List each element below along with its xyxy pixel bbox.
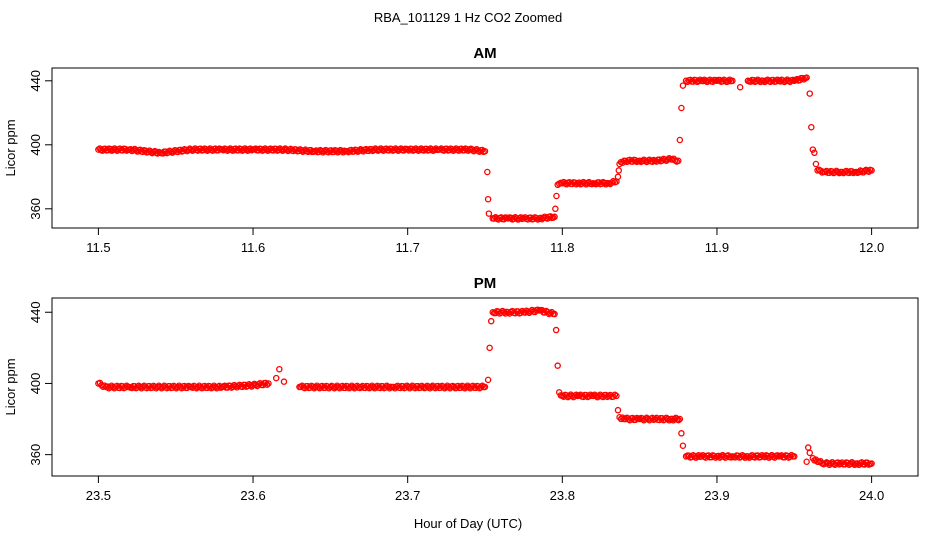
am-data-point [614,173,622,181]
am-x-tick-label: 11.5 [86,240,110,255]
am-x-tick-label: 11.8 [550,240,574,255]
am-data-point [552,205,559,213]
pm-data-point [477,384,485,391]
pm-data-point [276,365,283,373]
am-data-point [615,167,623,174]
am-y-tick-label: 400 [28,134,43,156]
am-data-point [806,90,814,97]
pm-x-tick-label: 23.8 [550,488,575,503]
am-data-point [811,149,818,157]
pm-plot-frame [51,297,919,477]
am-data-point [868,167,875,174]
pm-data-point [280,378,288,385]
pm-data-point [740,453,747,460]
am-data-point [632,156,639,164]
am-data-point [601,179,608,187]
am-data-point [695,77,702,85]
pm-data-point [675,416,682,424]
pm-data-point [486,344,493,352]
am-data-points [95,74,875,223]
am-data-point [675,157,682,165]
pm-data-point [551,310,558,318]
pm-data-point [552,326,560,334]
pm-y-tick-label: 360 [28,444,43,466]
pm-data-point [265,380,272,387]
am-x-tick-label: 11.9 [705,240,729,255]
pm-data-point [678,430,685,437]
am-x-tick-label: 12.0 [859,240,884,255]
pm-data-point [676,415,684,423]
pm-data-point [804,444,812,451]
am-y-axis-label: Licor ppm [3,119,18,176]
am-x-tick-label: 11.7 [396,240,420,255]
am-data-point [551,213,558,221]
pm-x-tick-label: 23.5 [86,488,111,503]
am-data-point [803,74,810,81]
am-data-point [571,179,579,186]
pm-data-point [806,449,814,457]
am-data-point [812,160,820,168]
am-data-point [485,210,493,217]
x-axis-label: Hour of Day (UTC) [414,516,522,531]
am-data-point [481,147,489,155]
pm-data-point [263,381,271,388]
am-data-point [809,146,817,153]
pm-data-point [484,376,492,384]
am-data-point [755,77,763,84]
pm-data-point [585,393,593,400]
pm-data-point [527,308,534,315]
am-data-point [729,77,736,85]
am-data-point [664,156,672,163]
am-data-point [679,82,687,89]
pm-data-point [614,406,622,414]
pm-x-tick-label: 24.0 [859,488,884,503]
pm-data-point [272,374,280,382]
pm-data-point [487,317,495,325]
am-panel-title: AM [473,45,496,62]
am-data-point [736,83,744,91]
pm-data-point [617,415,625,423]
am-data-point [808,123,815,131]
am-plot-frame [51,67,919,229]
pm-y-axis-label: Licor ppm [3,358,18,415]
am-data-point [484,168,491,176]
pm-panel-title: PM [474,275,497,292]
pm-data-point [710,452,718,460]
am-y-tick-label: 360 [28,198,43,220]
pm-y-tick-label: 400 [28,373,43,395]
pm-y-tick-label: 440 [28,301,43,323]
pm-data-point [481,383,489,391]
pm-data-point [554,362,561,369]
am-panel: AM 11.5 11.6 11.7 11.8 11.9 12.0 360 400 440 Licor… [3,45,919,255]
pm-data-point [613,392,620,400]
pm-x-tick-label: 23.7 [395,488,420,503]
pm-data-point [573,391,580,399]
am-data-point [772,78,780,85]
pm-data-point [868,460,875,467]
pm-x-tick-label: 23.6 [240,488,265,503]
am-y-tick-label: 440 [28,70,43,92]
am-x-tick-label: 11.6 [241,240,265,255]
pm-x-tick-label: 23.9 [704,488,729,503]
am-data-point [799,74,806,82]
am-data-point [676,136,684,144]
figure-title: RBA_101129 1 Hz CO2 Zoomed [374,10,562,25]
am-data-point [678,104,685,112]
am-data-point [484,195,492,203]
pm-panel: PM 23.5 23.6 23.7 23.8 23.9 24.0 360 400 440 Licor… [3,275,919,503]
pm-data-point [803,458,810,466]
pm-data-point [679,442,687,449]
pm-data-point [786,453,794,460]
am-data-point [553,192,560,200]
pm-data-point [791,453,798,460]
pm-data-points [95,306,875,469]
